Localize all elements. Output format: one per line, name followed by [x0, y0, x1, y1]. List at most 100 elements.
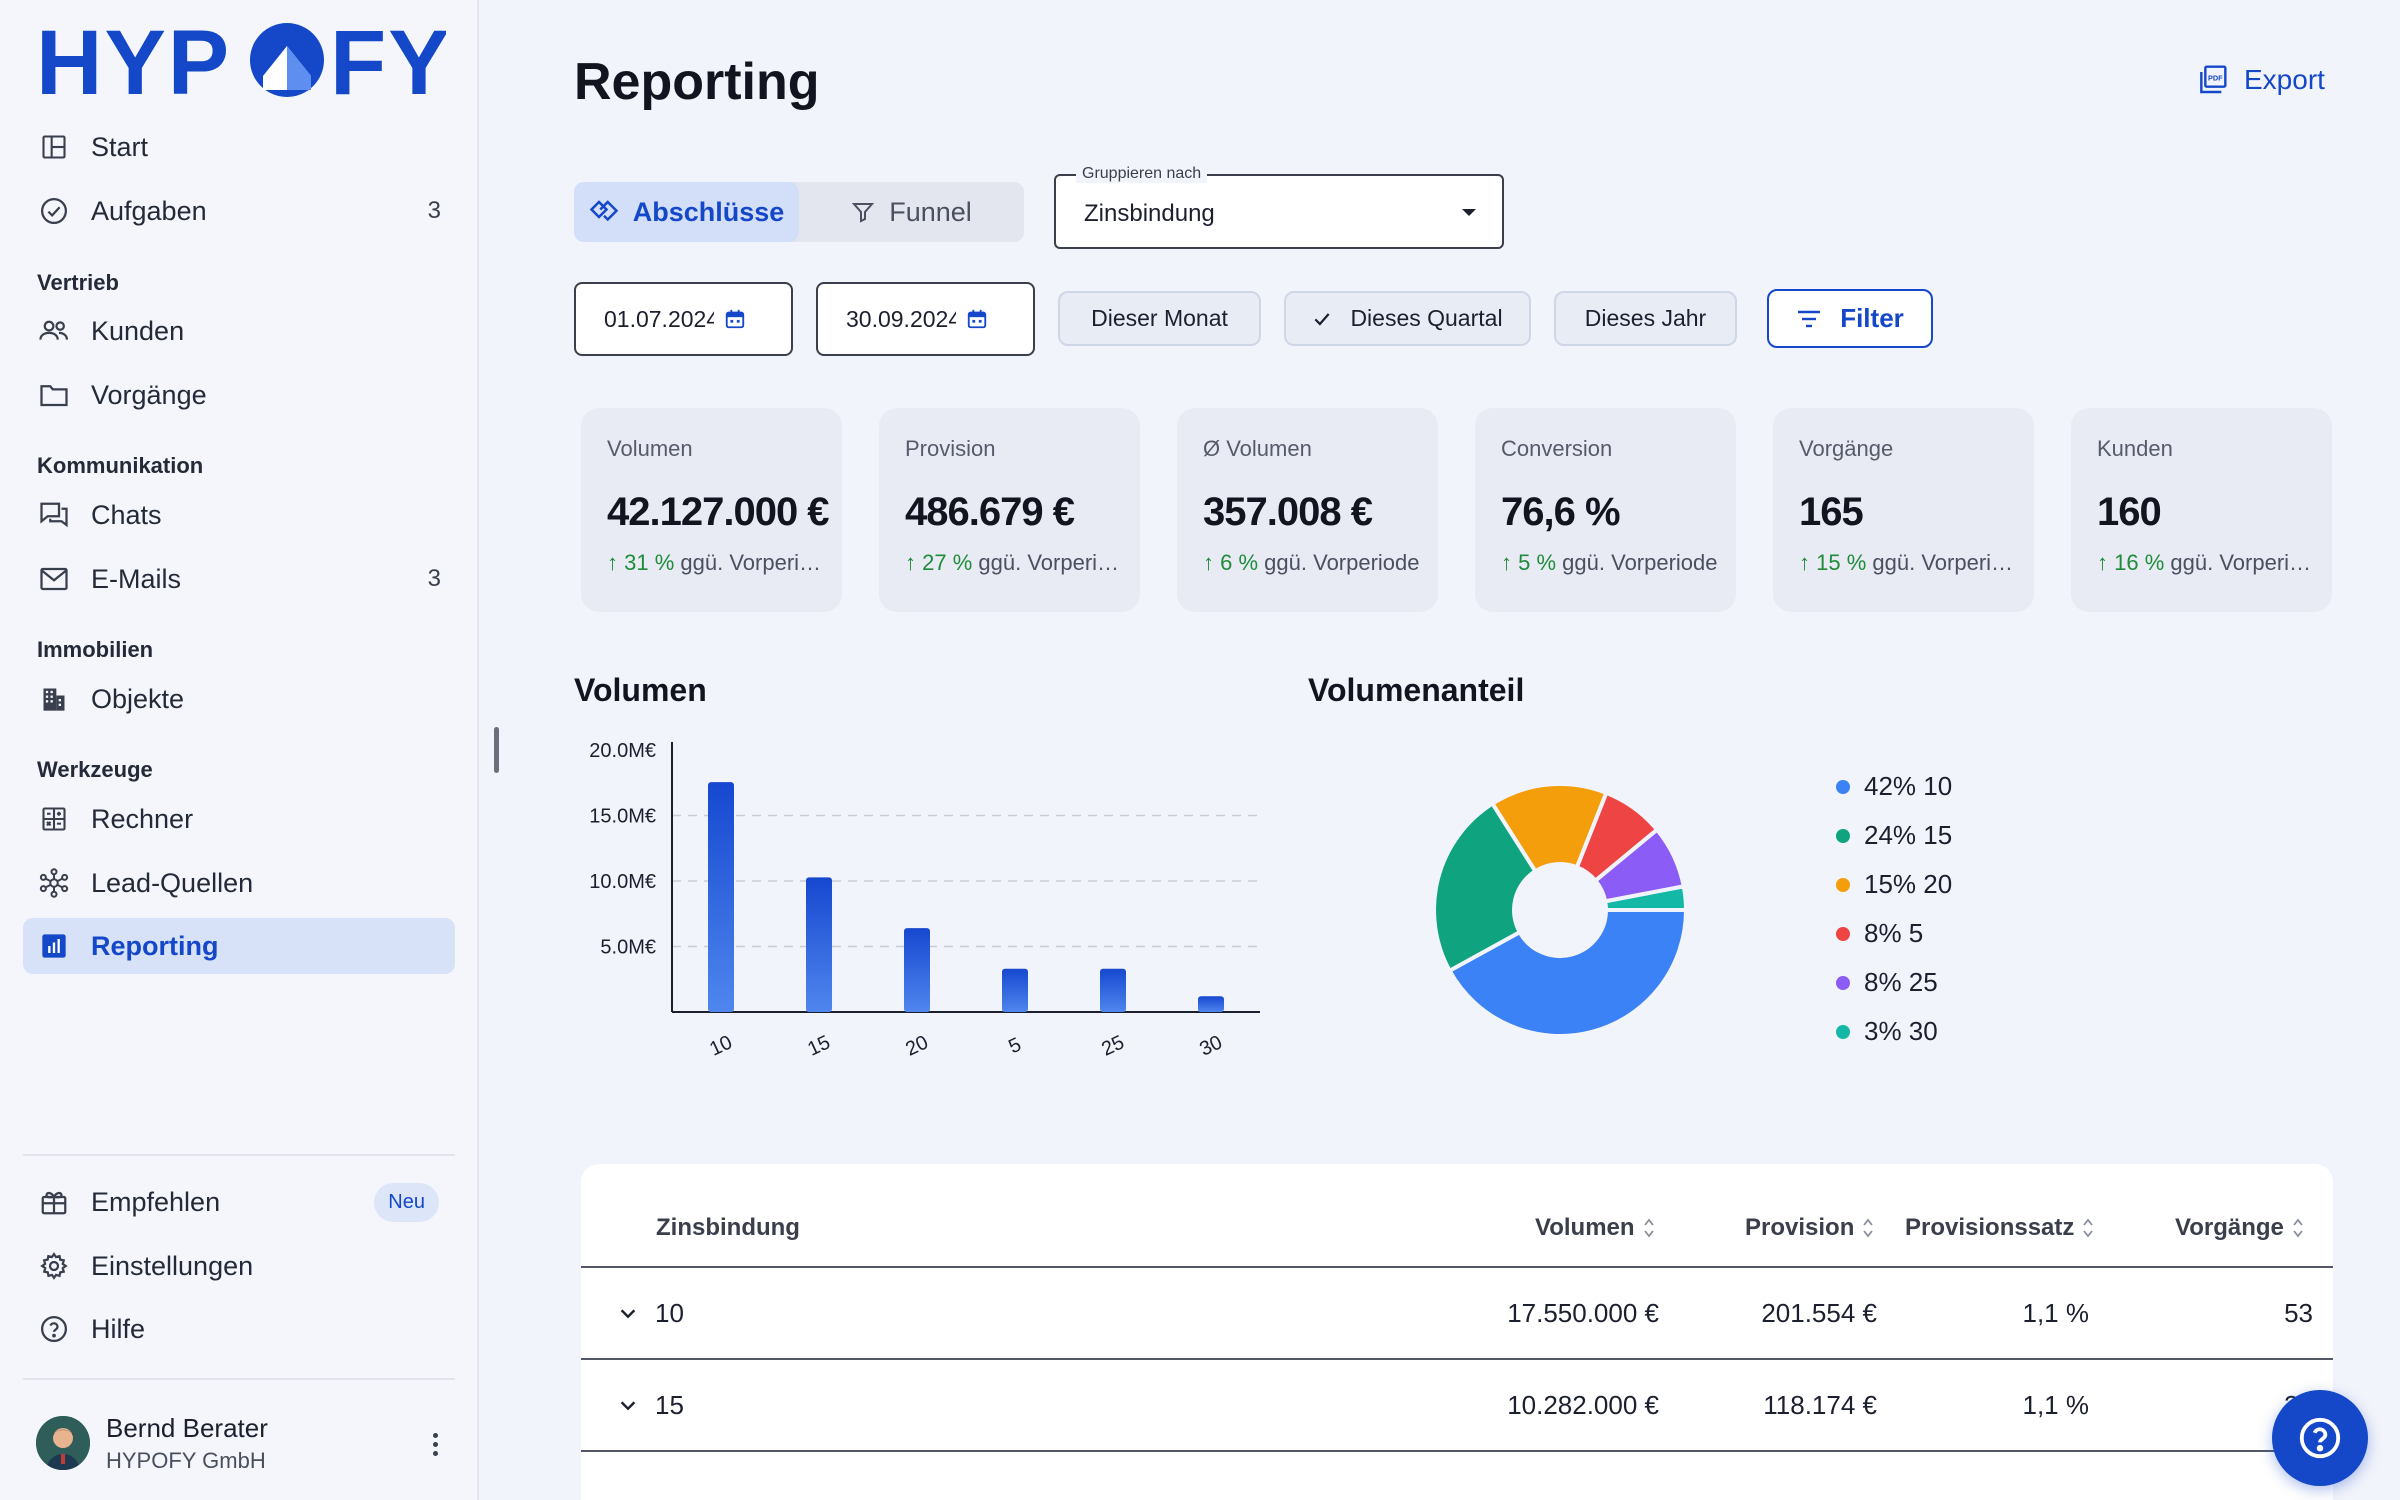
group-by-select[interactable]: Gruppieren nach Zinsbindung [1054, 165, 1504, 249]
bar-10 [708, 782, 734, 1012]
x-tick-label: 30 [1196, 1031, 1225, 1060]
x-tick-label: 5 [1005, 1034, 1024, 1059]
sidebar-item-vorgaenge[interactable]: Vorgänge [23, 367, 455, 423]
cell-provisionssatz: 1,1 % [2022, 1390, 2090, 1420]
sidebar-item-reporting[interactable]: Reporting [23, 918, 455, 974]
sidebar-item-label: Rechner [91, 803, 194, 834]
user-org: HYPOFY GmbH [106, 1447, 266, 1473]
kpi-label: Kunden [2097, 436, 2173, 461]
date-from-input[interactable]: 01.07.2024 [574, 282, 793, 356]
count-badge: 3 [427, 197, 441, 224]
tab-funnel[interactable]: Funnel [799, 182, 1024, 242]
legend-item: 8% 25 [1836, 958, 1952, 1007]
funnel-icon [851, 200, 875, 224]
sidebar-item-lead-quellen[interactable]: Lead-Quellen [23, 855, 455, 911]
cell-provision: 201.554 € [1761, 1298, 1877, 1328]
sidebar-item-start[interactable]: Start [23, 119, 455, 175]
y-tick-label: 20.0M€ [589, 740, 656, 762]
mail-icon [37, 562, 71, 596]
filter-lines-icon [1796, 308, 1822, 330]
section-label-immobilien: Immobilien [37, 637, 154, 662]
section-label-werkzeuge: Werkzeuge [37, 757, 153, 782]
y-tick-label: 15.0M€ [589, 806, 656, 828]
calendar-icon[interactable] [724, 308, 746, 330]
legend-item: 15% 20 [1836, 860, 1952, 909]
arrow-up-icon: ↑ [1203, 550, 1214, 575]
col-header-provision[interactable]: Provision [1745, 1214, 1874, 1242]
sidebar-item-empfehlen[interactable]: Empfehlen Neu [23, 1174, 455, 1230]
sidebar-item-chats[interactable]: Chats [23, 487, 455, 543]
legend-label: 8% 25 [1864, 967, 1938, 997]
date-to-value: 30.09.2024 [846, 305, 956, 332]
pie-slice-20 [1489, 782, 1609, 874]
pie-slice-10 [1446, 908, 1689, 1038]
kpi-trend: ↑ 15 % ggü. Vorperiode [1799, 550, 2019, 576]
sidebar-item-label: Empfehlen [91, 1186, 221, 1217]
tab-label: Funnel [889, 196, 972, 227]
col-header-vorgaenge[interactable]: Vorgänge [2175, 1214, 2304, 1242]
col-header-label: Provision [1745, 1214, 1855, 1241]
table-divider [581, 1358, 2333, 1360]
user-name: Bernd Berater [106, 1412, 268, 1443]
legend-dot [1836, 877, 1850, 892]
sidebar-item-label: Objekte [91, 683, 185, 714]
sidebar-item-kunden[interactable]: Kunden [23, 303, 455, 359]
sidebar-item-hilfe[interactable]: Hilfe [23, 1301, 455, 1357]
sidebar-item-label: Reporting [91, 930, 219, 961]
gift-icon [37, 1185, 71, 1219]
count-badge: 3 [427, 565, 441, 592]
kpi-suffix: ggü. Vorperiode [1872, 550, 2019, 575]
sidebar-item-aufgaben[interactable]: Aufgaben 3 [23, 183, 455, 239]
tab-abschluesse[interactable]: Abschlüsse [574, 182, 799, 242]
bar-25 [1100, 968, 1126, 1012]
legend-dot [1836, 926, 1850, 941]
cell-zinsbindung: 15 [655, 1390, 684, 1420]
sidebar-item-label: Vorgänge [91, 379, 207, 410]
kpi-card-kunden[interactable]: Kunden 160 ↑ 16 % ggü. Vorperiode [2071, 408, 2332, 612]
x-tick-label: 15 [804, 1031, 833, 1060]
kpi-card-conversion[interactable]: Conversion 76,6 % ↑ 5 % ggü. Vorperiode [1475, 408, 1736, 612]
kpi-suffix: ggü. Vorperiode [2170, 550, 2317, 575]
view-toggle: Abschlüsse Funnel [574, 182, 1024, 242]
chip-dieses-jahr[interactable]: Dieses Jahr [1554, 291, 1737, 346]
user-profile[interactable]: Bernd Berater HYPOFY GmbH [36, 1408, 456, 1478]
col-header-label: Vorgänge [2175, 1214, 2284, 1241]
more-menu-icon[interactable] [420, 1424, 450, 1464]
hypofy-logo[interactable]: HYP FY [36, 16, 446, 104]
kpi-card-provision[interactable]: Provision 486.679 € ↑ 27 % ggü. Vorperio… [879, 408, 1140, 612]
section-label-vertrieb: Vertrieb [37, 270, 119, 295]
chat-icon [37, 498, 71, 532]
chip-label: Dieses Jahr [1584, 305, 1707, 331]
kpi-card-volumen[interactable]: Volumen 42.127.000 € ↑ 31 % ggü. Vorperi… [581, 408, 842, 612]
help-fab-button[interactable] [2272, 1390, 2368, 1486]
col-header-zinsbindung[interactable]: Zinsbindung [656, 1214, 800, 1242]
building-icon [37, 682, 71, 716]
sidebar-item-rechner[interactable]: Rechner [23, 791, 455, 847]
kpi-value: 160 [2097, 490, 2162, 534]
chevron-down-icon[interactable] [617, 1302, 639, 1324]
col-header-volumen[interactable]: Volumen [1535, 1214, 1655, 1242]
results-table: Zinsbindung Volumen Provision Provisions… [581, 1164, 2333, 1500]
sidebar-item-emails[interactable]: E-Mails 3 [23, 551, 455, 607]
sidebar-item-objekte[interactable]: Objekte [23, 671, 455, 727]
calendar-icon[interactable] [966, 308, 988, 330]
kpi-label: Vorgänge [1799, 436, 1894, 461]
export-button[interactable]: PDF Export [2196, 64, 2325, 96]
sidebar-item-label: Lead-Quellen [91, 867, 254, 898]
col-header-provisionssatz[interactable]: Provisionssatz [1905, 1214, 2094, 1242]
date-to-input[interactable]: 30.09.2024 [816, 282, 1035, 356]
bar-5 [1002, 968, 1028, 1012]
network-icon [37, 866, 71, 900]
layout-icon [37, 130, 71, 164]
chip-dieser-monat[interactable]: Dieser Monat [1058, 291, 1261, 346]
tab-label: Abschlüsse [632, 196, 785, 227]
sidebar-item-einstellungen[interactable]: Einstellungen [23, 1238, 455, 1294]
chart-icon [37, 929, 71, 963]
kpi-card-avg-volumen[interactable]: Ø Volumen 357.008 € ↑ 6 % ggü. Vorperiod… [1177, 408, 1438, 612]
chip-dieses-quartal[interactable]: Dieses Quartal [1284, 291, 1531, 346]
legend-item: 42% 10 [1836, 762, 1952, 811]
kpi-card-vorgaenge[interactable]: Vorgänge 165 ↑ 15 % ggü. Vorperiode [1773, 408, 2034, 612]
sidebar-resize-handle[interactable] [494, 727, 499, 773]
filter-button[interactable]: Filter [1767, 289, 1933, 348]
chevron-down-icon[interactable] [617, 1394, 639, 1416]
